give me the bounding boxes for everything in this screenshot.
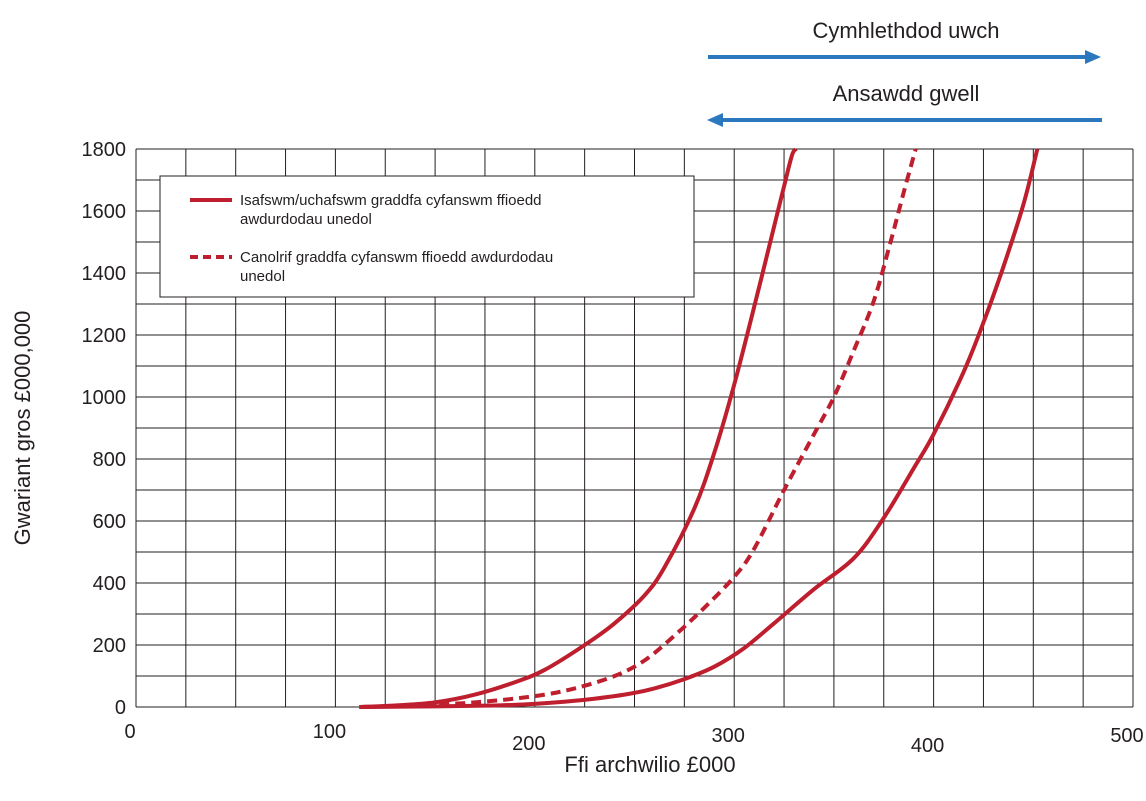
x-axis-label: Ffi archwilio £000 bbox=[564, 752, 735, 777]
legend-label-solid-line1: Isafswm/uchafswm graddfa cyfanswm ffioed… bbox=[240, 192, 542, 209]
legend: Isafswm/uchafswm graddfa cyfanswm ffioed… bbox=[159, 175, 695, 298]
series-line-2-solid bbox=[359, 148, 1040, 709]
y-tick-label: 0 bbox=[115, 697, 126, 719]
ticks-group: 0 200 400 600 800 1000 1200 1400 1600 1800 0 100 200… bbox=[82, 139, 1144, 757]
x-tick-label: 500 bbox=[1110, 725, 1143, 747]
y-tick-label: 1000 bbox=[82, 387, 127, 409]
x-tick-label: 200 bbox=[512, 733, 545, 755]
y-tick-label: 800 bbox=[93, 449, 126, 471]
arrow-right-head bbox=[1085, 50, 1101, 64]
legend-label-solid-line2: awdurdodau unedol bbox=[240, 211, 372, 228]
x-tick-label: 100 bbox=[313, 721, 346, 743]
arrow-left-head bbox=[707, 113, 723, 127]
y-tick-label: 1200 bbox=[82, 325, 127, 347]
annotation-label-complexity: Cymhlethdod uwch bbox=[812, 18, 999, 43]
legend-label-dashed-line1: Canolrif graddfa cyfanswm ffioedd awdurd… bbox=[240, 249, 553, 266]
y-tick-label: 600 bbox=[93, 511, 126, 533]
series-group bbox=[359, 147, 1040, 709]
annotation-label-quality: Ansawdd gwell bbox=[833, 81, 980, 106]
annotations: Cymhlethdod uwch Ansawdd gwell bbox=[707, 18, 1102, 127]
y-tick-label: 1600 bbox=[82, 201, 127, 223]
series-line-1-solid bbox=[359, 147, 798, 709]
x-tick-label: 0 bbox=[124, 721, 135, 743]
y-tick-label: 1800 bbox=[82, 139, 127, 161]
legend-label-dashed-line2: unedol bbox=[240, 268, 285, 285]
legend-box bbox=[159, 175, 695, 298]
x-tick-label: 400 bbox=[911, 735, 944, 757]
y-tick-label: 1400 bbox=[82, 263, 127, 285]
y-tick-label: 200 bbox=[93, 635, 126, 657]
y-tick-label: 400 bbox=[93, 573, 126, 595]
y-axis-label: Gwariant gros £000,000 bbox=[10, 311, 35, 546]
x-tick-label: 300 bbox=[712, 725, 745, 747]
series-line-3-dashed bbox=[359, 148, 918, 709]
